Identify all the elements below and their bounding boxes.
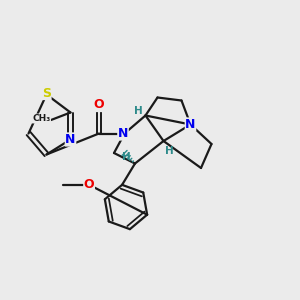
Text: N: N (118, 127, 128, 140)
Text: O: O (84, 178, 94, 191)
Text: S: S (42, 86, 51, 100)
Text: H: H (122, 152, 130, 163)
Text: H: H (134, 106, 142, 116)
Text: O: O (94, 98, 104, 112)
Text: N: N (65, 133, 76, 146)
Text: N: N (185, 118, 196, 131)
Text: CH₃: CH₃ (32, 114, 50, 123)
Text: H: H (165, 146, 174, 157)
